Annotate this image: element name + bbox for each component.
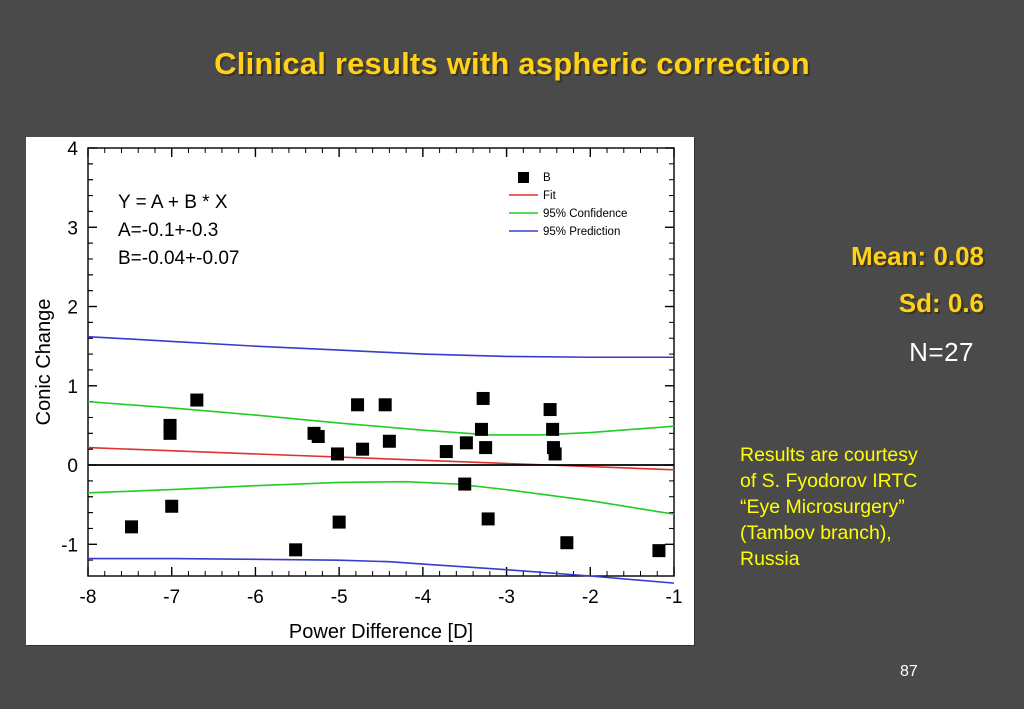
chart-panel: -8 -7 -6 -5 -4 -3 -2 -1 -1 0 1 2 3 4 Power Difference …	[26, 137, 694, 645]
data-point	[351, 398, 365, 412]
data-point	[652, 544, 666, 558]
data-point	[332, 515, 346, 529]
slide-page-number: 87	[900, 663, 918, 680]
scatter-plot: -8 -7 -6 -5 -4 -3 -2 -1 -1 0 1 2 3 4 Power Difference …	[33, 139, 683, 643]
data-point	[459, 436, 473, 450]
x-tick-label: -8	[80, 587, 97, 608]
data-point	[548, 447, 562, 461]
data-point	[330, 447, 344, 461]
x-tick-label: -1	[666, 587, 683, 608]
data-point	[356, 442, 370, 456]
y-tick-label: -1	[61, 535, 78, 556]
courtesy-note: Results are courtesy of S. Fyodorov IRTC…	[740, 443, 1008, 573]
y-tick-label: 0	[67, 456, 78, 477]
fit-annotation-line: B=-0.04+-0.07	[118, 248, 239, 269]
courtesy-line-5: Russia	[740, 547, 800, 570]
courtesy-line-1: Results are courtesy	[740, 444, 918, 466]
legend-label: 95% Prediction	[543, 226, 620, 238]
data-point	[125, 520, 139, 534]
data-point	[474, 422, 488, 436]
data-point	[163, 426, 177, 440]
data-point	[378, 398, 392, 412]
series-line	[87, 400, 675, 436]
legend-label: 95% Confidence	[543, 208, 627, 220]
data-point	[382, 434, 396, 448]
stat-n: N=27	[909, 337, 974, 367]
statistics-block: Mean: 0.08 Sd: 0.6 N=27	[712, 243, 1002, 386]
x-tick-label: -4	[414, 587, 431, 608]
data-point	[190, 393, 204, 407]
y-tick-label: 1	[67, 377, 78, 398]
x-tick-label: -2	[582, 587, 599, 608]
data-point	[458, 477, 472, 491]
data-point	[476, 391, 490, 405]
plot-frame	[87, 147, 675, 577]
series-line	[87, 335, 674, 359]
x-tick-label: -7	[163, 587, 180, 608]
x-tick-label: -6	[247, 587, 264, 608]
data-point	[479, 441, 493, 455]
y-tick-label: 2	[67, 298, 78, 319]
series-line	[87, 446, 675, 471]
y-tick-label: 4	[67, 139, 78, 160]
data-point	[546, 422, 560, 436]
courtesy-line-3: “Eye Microsurgery”	[740, 495, 905, 518]
legend-marker-square	[518, 172, 529, 183]
series-line	[88, 557, 675, 584]
data-point	[439, 445, 453, 459]
y-axis-label: Conic Change	[33, 299, 55, 426]
data-point	[289, 543, 303, 557]
y-tick-label: 3	[67, 218, 78, 239]
stat-mean: Mean: 0.08	[851, 241, 984, 271]
fit-annotation-line: Y = A + B * X	[118, 192, 228, 213]
series-line	[87, 480, 675, 515]
legend-label: Fit	[543, 190, 557, 202]
data-point	[165, 499, 179, 513]
x-axis-label: Power Difference [D]	[289, 621, 473, 643]
data-point	[481, 512, 495, 526]
legend-label: B	[543, 172, 551, 184]
courtesy-line-2: of S. Fyodorov IRTC	[740, 469, 918, 492]
data-point	[560, 536, 574, 550]
data-point	[311, 430, 325, 443]
courtesy-line-4: (Tambov branch),	[740, 521, 892, 544]
stat-sd: Sd: 0.6	[898, 288, 984, 318]
page-title: Clinical results with aspheric correctio…	[214, 46, 810, 81]
x-tick-label: -3	[498, 587, 515, 608]
data-point	[543, 403, 557, 417]
fit-annotation-line: A=-0.1+-0.3	[118, 220, 218, 241]
x-tick-label: -5	[331, 587, 348, 608]
